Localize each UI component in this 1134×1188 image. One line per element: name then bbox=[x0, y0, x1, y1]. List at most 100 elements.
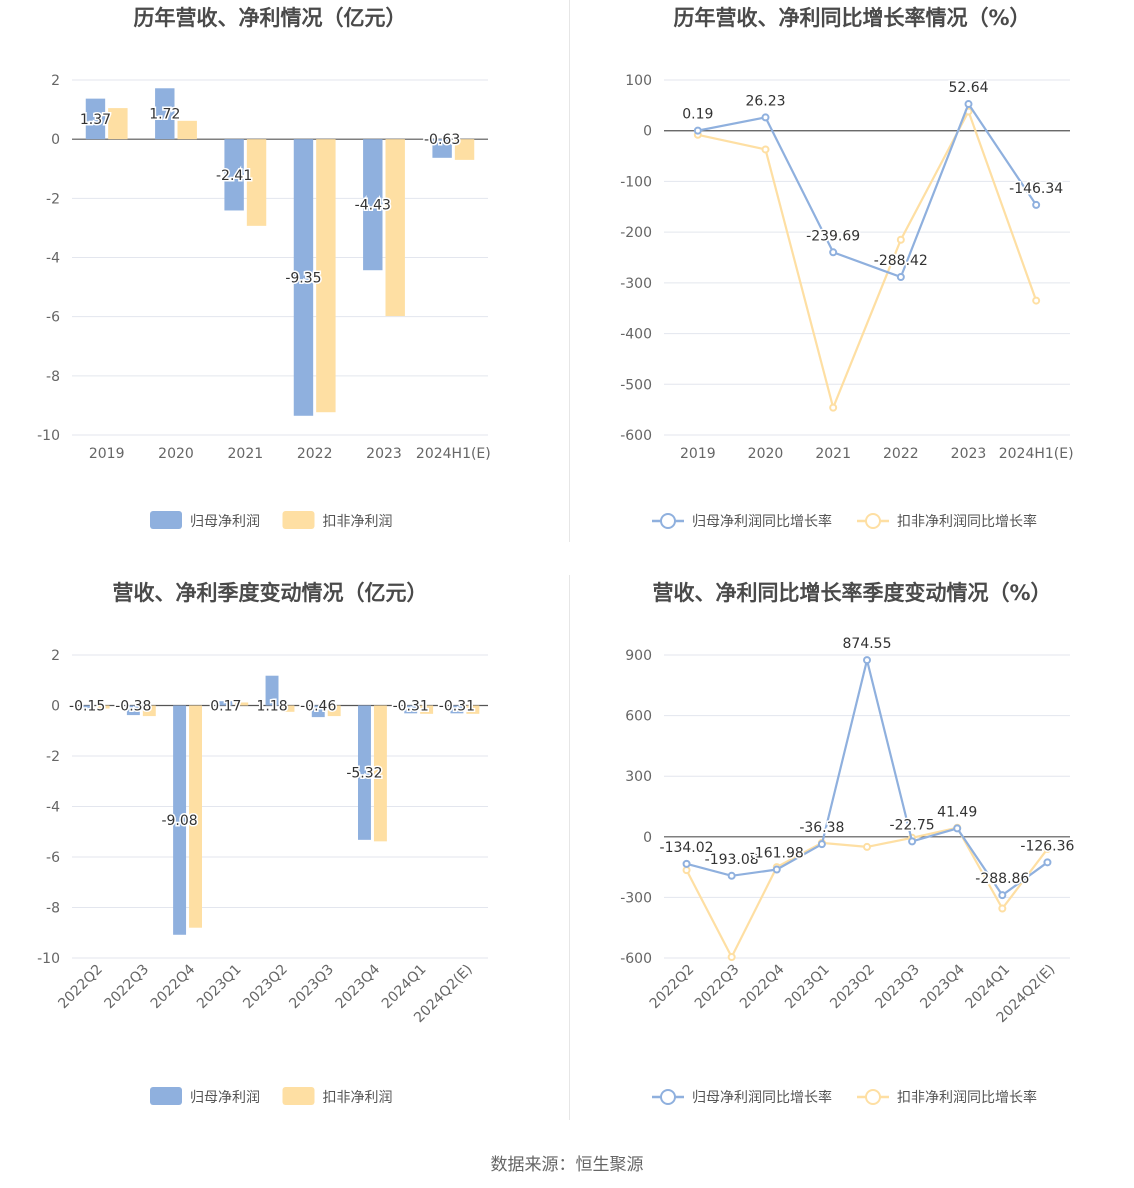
data-label: -36.38 bbox=[799, 820, 844, 836]
data-label: -0.15 bbox=[69, 699, 105, 715]
data-label: -193.08 bbox=[705, 852, 759, 868]
chart-quarterly-profit: 营收、净利季度变动情况（亿元） 2 0 -2 -4 -6 -8 -10 2022Q2 2022Q3… bbox=[0, 575, 567, 1135]
data-label: 1.18 bbox=[256, 699, 287, 715]
x-tick-label: 2023Q1 bbox=[194, 962, 245, 1013]
bar-deducted-net-profit bbox=[189, 705, 202, 928]
data-point bbox=[998, 891, 1007, 900]
legend-marker bbox=[865, 513, 881, 529]
data-label: 26.23 bbox=[745, 93, 785, 109]
data-label: -0.31 bbox=[439, 699, 475, 715]
legend-swatch bbox=[282, 511, 315, 529]
legend-label: 扣非净利润 bbox=[323, 1090, 393, 1106]
x-tick-label: 2022Q2 bbox=[647, 962, 698, 1013]
y-tick-label: 600 bbox=[625, 709, 652, 725]
y-tick-label: -2 bbox=[46, 191, 60, 207]
data-label: -134.02 bbox=[660, 840, 714, 856]
x-tick-label: 2023 bbox=[366, 446, 402, 462]
data-label: -288.86 bbox=[975, 871, 1029, 887]
bar-parent-net-profit bbox=[219, 701, 233, 706]
data-label: -4.43 bbox=[355, 198, 391, 214]
x-tick-label: 2022Q3 bbox=[692, 962, 743, 1013]
y-tick-label: 0 bbox=[51, 132, 60, 148]
y-tick-label: -4 bbox=[46, 251, 60, 267]
chart-quarterly-growth: 营收、净利同比增长率季度变动情况（%） 900 600 300 0 -300 -600 202… bbox=[567, 575, 1134, 1135]
panel-divider-top bbox=[569, 0, 570, 542]
x-tick-label: 2019 bbox=[89, 446, 125, 462]
data-point bbox=[829, 403, 838, 412]
bar-parent-net-profit bbox=[363, 139, 383, 271]
legend-label: 归母净利润 bbox=[190, 1089, 260, 1106]
data-label: -5.32 bbox=[346, 766, 382, 782]
y-tick-label: -8 bbox=[46, 369, 60, 385]
chart-annual-growth: 历年营收、净利同比增长率情况（%） 100 0 -100 -200 -300 -400 -50… bbox=[567, 0, 1134, 560]
data-label: -239.69 bbox=[806, 228, 860, 244]
y-tick-label: -600 bbox=[620, 428, 652, 444]
legend-swatch bbox=[150, 511, 182, 529]
legend-swatch bbox=[282, 1087, 315, 1105]
data-point bbox=[896, 272, 905, 281]
bar-parent-net-profit bbox=[224, 139, 244, 211]
chart-svg: 营收、净利季度变动情况（亿元） 2 0 -2 -4 -6 -8 -102022Q22022Q3… bbox=[37, 581, 488, 1106]
y-tick-label: 100 bbox=[625, 73, 652, 89]
data-label: 874.55 bbox=[843, 636, 892, 652]
y-tick-label: -10 bbox=[37, 951, 60, 967]
x-tick-label: 2022Q3 bbox=[102, 962, 153, 1013]
data-point bbox=[727, 952, 736, 961]
x-tick-label: 2020 bbox=[158, 446, 194, 462]
x-tick-label: 2022 bbox=[297, 446, 333, 462]
bar-parent-net-profit bbox=[80, 705, 94, 710]
y-tick-label: -10 bbox=[37, 428, 60, 444]
legend-item-deducted: 扣非净利润同比增长率 bbox=[857, 513, 1037, 530]
legend-swatch bbox=[150, 1087, 182, 1105]
legend-label: 归母净利润同比增长率 bbox=[692, 1089, 832, 1106]
y-tick-label: -4 bbox=[46, 800, 60, 816]
x-tick-label: 2021 bbox=[228, 446, 264, 462]
chart-title: 历年营收、净利同比增长率情况（%） bbox=[673, 6, 1030, 30]
data-label: -0.46 bbox=[300, 699, 336, 715]
legend-item-deducted: 扣非净利润 bbox=[282, 1087, 393, 1106]
legend-marker bbox=[660, 513, 676, 529]
data-label: -22.75 bbox=[890, 817, 935, 833]
data-point bbox=[908, 837, 917, 846]
y-tick-label: 0 bbox=[643, 830, 652, 846]
bar-deducted-net-profit bbox=[96, 705, 110, 709]
chart-svg: 营收、净利同比增长率季度变动情况（%）9006003000-300-600202… bbox=[620, 581, 1076, 1106]
bar-deducted-net-profit bbox=[327, 705, 341, 717]
legend-item-parent: 归母净利润 bbox=[150, 1087, 260, 1106]
x-tick-label: 2023 bbox=[951, 446, 987, 462]
chart-title: 历年营收、净利情况（亿元） bbox=[134, 6, 407, 30]
legend-item-parent: 归母净利润同比增长率 bbox=[652, 513, 832, 530]
x-tick-label: 2022Q4 bbox=[148, 961, 199, 1012]
data-label: -126.36 bbox=[1020, 838, 1074, 854]
x-tick-label: 2023Q4 bbox=[917, 961, 968, 1012]
legend-label: 归母净利润同比增长率 bbox=[692, 513, 832, 530]
bar-deducted-net-profit bbox=[177, 120, 197, 140]
bar-parent-net-profit bbox=[358, 705, 371, 840]
data-point bbox=[998, 904, 1007, 913]
data-source-note: 数据来源：恒生聚源 bbox=[490, 1155, 644, 1175]
chart-title: 营收、净利季度变动情况（亿元） bbox=[113, 581, 428, 605]
data-label: 0.19 bbox=[682, 107, 713, 123]
data-point bbox=[682, 859, 691, 868]
y-tick-label: -300 bbox=[620, 890, 652, 906]
y-tick-label: -8 bbox=[46, 901, 60, 917]
bar-parent-net-profit bbox=[432, 139, 452, 158]
data-point bbox=[682, 866, 691, 875]
legend-item-parent: 归母净利润 bbox=[150, 511, 260, 530]
chart-annual-profit: 历年营收、净利情况（亿元） 2 0 -2 -4 -6 -8 -10 2019 2020 2021 20… bbox=[0, 0, 567, 560]
legend-marker bbox=[865, 1089, 881, 1105]
data-point bbox=[896, 235, 905, 244]
chart-svg: 历年营收、净利同比增长率情况（%） 100 0 -100 -200 -300 -400 -50… bbox=[620, 6, 1073, 530]
y-tick-label: -300 bbox=[620, 276, 652, 292]
y-tick-label: -500 bbox=[620, 377, 652, 393]
bar-parent-net-profit bbox=[173, 705, 187, 935]
x-tick-label: 2022Q2 bbox=[55, 962, 106, 1013]
chart-svg: 历年营收、净利情况（亿元） 2 0 -2 -4 -6 -8 -10 2019 2020 2021 20… bbox=[37, 6, 491, 530]
series-line-parent-growth bbox=[697, 101, 1038, 279]
x-tick-label: 2023Q2 bbox=[240, 962, 291, 1013]
y-tick-label: 900 bbox=[625, 648, 652, 664]
y-tick-label: -600 bbox=[620, 951, 652, 967]
data-point bbox=[863, 842, 871, 851]
data-point bbox=[693, 126, 702, 135]
data-label: -9.35 bbox=[285, 270, 321, 286]
